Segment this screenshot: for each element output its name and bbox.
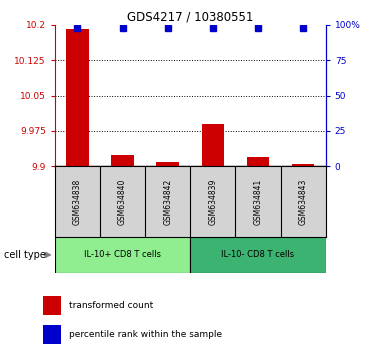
Bar [247,157,269,166]
Text: GSM634843: GSM634843 [299,178,308,225]
Title: GDS4217 / 10380551: GDS4217 / 10380551 [127,11,253,24]
Bar [201,124,224,166]
Bar [190,237,326,273]
Text: GSM634842: GSM634842 [163,179,172,225]
Bar [111,155,134,166]
Text: IL-10- CD8 T cells: IL-10- CD8 T cells [221,250,295,259]
Bar [292,164,315,166]
Text: cell type: cell type [4,250,46,260]
Text: GSM634838: GSM634838 [73,179,82,225]
Text: IL-10+ CD8 T cells: IL-10+ CD8 T cells [84,250,161,259]
Bar [43,325,61,344]
Bar [43,296,61,315]
Text: percentile rank within the sample: percentile rank within the sample [69,330,222,339]
Text: GSM634841: GSM634841 [253,179,263,225]
Bar [157,162,179,166]
Text: GSM634839: GSM634839 [209,178,217,225]
Text: GSM634840: GSM634840 [118,178,127,225]
Text: transformed count: transformed count [69,301,153,310]
Bar [55,237,190,273]
Bar [66,29,89,166]
